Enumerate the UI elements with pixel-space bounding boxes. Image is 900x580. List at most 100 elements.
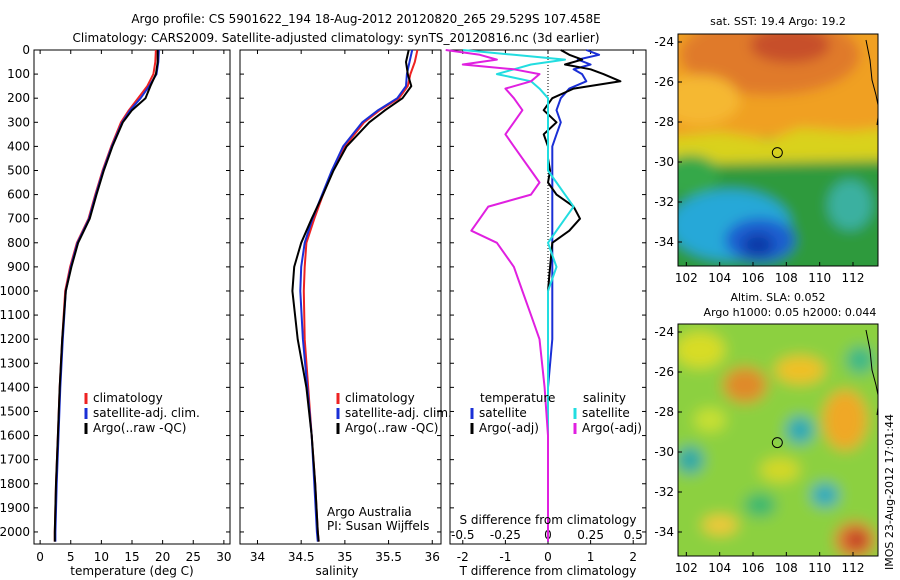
map-ytick-label: -28 bbox=[654, 405, 674, 419]
map-xtick-label: 110 bbox=[808, 561, 831, 575]
ytick-label: 300 bbox=[7, 115, 30, 129]
series-line-2 bbox=[299, 49, 414, 542]
sst-map-panel: sat. SST: 19.4 Argo: 19.2 102 104 106 108 11… bbox=[654, 15, 879, 285]
ytick-label: 900 bbox=[7, 260, 30, 274]
salinity-axes-frame bbox=[239, 49, 442, 545]
series-line-4 bbox=[445, 49, 549, 542]
temperature-panel: 0 5 10 15 20 25 300100200300400500600700800900… bbox=[0, 43, 232, 578]
ytick-label: 1700 bbox=[0, 453, 30, 467]
map-ytick-label: -32 bbox=[654, 485, 674, 499]
salinity-note2: PI: Susan Wijffels bbox=[327, 519, 429, 533]
map-ytick-label: -24 bbox=[654, 325, 674, 339]
xtick2-label: -0.25 bbox=[490, 528, 521, 542]
side-label: IMOS 23-Aug-2012 17:01:44 bbox=[883, 414, 896, 570]
legend-label: Argo(..raw -QC) bbox=[93, 421, 186, 435]
ytick-label: 2000 bbox=[0, 525, 30, 539]
legend-title-salinity: salinity bbox=[583, 391, 626, 405]
map-ytick-label: -34 bbox=[654, 525, 674, 539]
sst-map-frame bbox=[677, 33, 879, 267]
xtick-label: 15 bbox=[124, 550, 139, 564]
ytick-label: 1100 bbox=[0, 308, 30, 322]
ytick-label: 1000 bbox=[0, 284, 30, 298]
ytick-label: 500 bbox=[7, 163, 30, 177]
xtick-label: 34 bbox=[250, 550, 265, 564]
map-xtick-label: 104 bbox=[708, 271, 731, 285]
temperature-lines bbox=[53, 49, 160, 542]
series-line-1 bbox=[53, 49, 157, 542]
legend-title-temperature: temperature bbox=[480, 391, 555, 405]
salinity-lines bbox=[291, 49, 419, 542]
ytick-label: 700 bbox=[7, 212, 30, 226]
map-ytick-label: -30 bbox=[654, 445, 674, 459]
map-xtick-label: 108 bbox=[775, 561, 798, 575]
xtick-label: 34.5 bbox=[288, 550, 315, 564]
map-ytick-label: -24 bbox=[654, 35, 674, 49]
sla-map-title: Altim. SLA: 0.052 bbox=[730, 291, 825, 304]
ytick-label: 400 bbox=[7, 139, 30, 153]
xtick-label: -2 bbox=[457, 550, 469, 564]
legend-label: Argo(-adj) bbox=[479, 421, 539, 435]
xtick-label: 35 bbox=[337, 550, 352, 564]
sst-argo-marker bbox=[771, 147, 783, 159]
sla-map-frame bbox=[677, 323, 879, 557]
map-ytick-label: -30 bbox=[654, 155, 674, 169]
difference-legend: temperature salinitysatelliteArgo(-adj)sa… bbox=[470, 391, 642, 435]
salinity-panel: 34 34.5 35 35.5 36 climatologysatellite-adj.… bbox=[239, 49, 452, 578]
series-line-3 bbox=[53, 50, 159, 542]
legend-label: satellite bbox=[582, 406, 630, 420]
ytick-label: 600 bbox=[7, 188, 30, 202]
xtick-label: 5 bbox=[67, 550, 75, 564]
xtick-label: 10 bbox=[94, 550, 109, 564]
map-xtick-label: 104 bbox=[708, 561, 731, 575]
map-xtick-label: 110 bbox=[808, 271, 831, 285]
temperature-axes-frame bbox=[33, 49, 231, 545]
ytick-label: 200 bbox=[7, 91, 30, 105]
xtick-label: 1 bbox=[587, 550, 595, 564]
xtick-label: 36 bbox=[425, 550, 440, 564]
ytick-label: 1400 bbox=[0, 380, 30, 394]
salinity-xlabel: salinity bbox=[315, 564, 358, 578]
map-xtick-label: 112 bbox=[842, 561, 865, 575]
sla-argo-marker bbox=[771, 437, 783, 449]
map-ytick-label: -26 bbox=[654, 365, 674, 379]
map-ytick-label: -34 bbox=[654, 235, 674, 249]
legend-label: satellite-adj. clim. bbox=[345, 406, 452, 420]
legend-label: Argo(-adj) bbox=[582, 421, 642, 435]
ytick-label: 1600 bbox=[0, 429, 30, 443]
sst-coastline bbox=[865, 39, 878, 126]
map-ytick-label: -26 bbox=[654, 75, 674, 89]
map-xtick-label: 106 bbox=[742, 561, 765, 575]
ytick-label: 1200 bbox=[0, 332, 30, 346]
legend-label: climatology bbox=[345, 391, 415, 405]
sla-field bbox=[678, 324, 878, 556]
map-xtick-label: 102 bbox=[675, 561, 698, 575]
difference-panel: -2 -1 0 1 2-0.5 -0.25 0 0.25 0.5 temperature sali… bbox=[445, 49, 647, 578]
header-line2: Climatology: CARS2009. Satellite-adjuste… bbox=[72, 31, 599, 45]
map-xtick-label: 112 bbox=[842, 271, 865, 285]
sla-map-panel: Altim. SLA: 0.052 Argo h1000: 0.05 h2000… bbox=[654, 291, 879, 575]
map-xtick-label: 108 bbox=[775, 271, 798, 285]
map-xtick-label: 102 bbox=[675, 271, 698, 285]
xtick2-label: 0.5 bbox=[624, 528, 643, 542]
sla-map-subtitle: Argo h1000: 0.05 h2000: 0.044 bbox=[704, 306, 877, 319]
xtick-label: 0 bbox=[36, 550, 44, 564]
ytick-label: 0 bbox=[22, 43, 30, 57]
series-line-2 bbox=[542, 49, 622, 542]
salinity-note1: Argo Australia bbox=[327, 505, 412, 519]
ytick-label: 1500 bbox=[0, 404, 30, 418]
xtick-label: 0 bbox=[544, 550, 552, 564]
map-ytick-label: -28 bbox=[654, 115, 674, 129]
ytick-label: 1300 bbox=[0, 356, 30, 370]
sst-field bbox=[678, 34, 878, 266]
difference-xlabel2: S difference from climatology bbox=[460, 513, 637, 527]
difference-xlabel: T difference from climatology bbox=[459, 564, 637, 578]
sla-coastline bbox=[865, 329, 878, 416]
series-line-2 bbox=[54, 49, 160, 542]
map-ytick-label: -32 bbox=[654, 195, 674, 209]
ytick-label: 800 bbox=[7, 236, 30, 250]
xtick-label: 20 bbox=[155, 550, 170, 564]
series-line-3 bbox=[462, 49, 575, 542]
temperature-xlabel: temperature (deg C) bbox=[70, 564, 193, 578]
